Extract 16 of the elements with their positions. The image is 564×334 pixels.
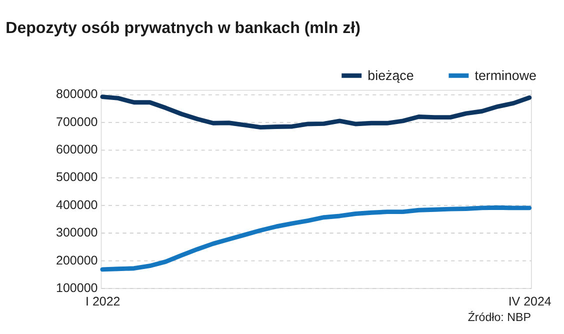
y-tick-label: 600000: [56, 142, 98, 156]
y-tick-label: 500000: [56, 170, 98, 184]
chart-title: Depozyty osób prywatnych w bankach (mln zł): [6, 18, 360, 37]
legend-label: terminowe: [474, 68, 536, 84]
line-series: [100, 94, 532, 130]
y-tick-label: 200000: [56, 253, 98, 268]
y-tick-label: 800000: [56, 87, 98, 102]
legend-label: bieżące: [368, 68, 414, 84]
y-tick-label: 700000: [56, 114, 98, 129]
x-tick-label: I 2022: [86, 294, 120, 308]
y-tick-label: 300000: [56, 226, 98, 240]
x-tick-label: IV 2024: [508, 294, 552, 308]
text: Źródło: NBP: [468, 310, 532, 324]
line-series: [100, 205, 532, 272]
y-tick-label: 400000: [56, 198, 98, 212]
y-tick-label: 100000: [56, 281, 98, 296]
